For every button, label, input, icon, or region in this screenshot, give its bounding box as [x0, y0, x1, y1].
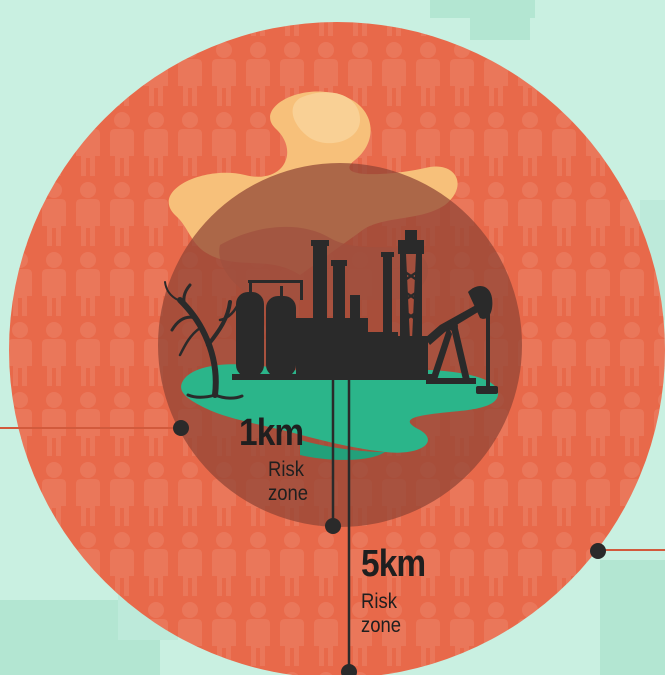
marker-dot: [325, 518, 341, 534]
dead-tree-icon: [164, 281, 244, 400]
marker-dot: [173, 420, 189, 436]
marker-dot: [341, 664, 357, 675]
oil-pump-icon: [425, 286, 498, 394]
one-km-caption: Risk zone: [268, 458, 328, 506]
marker-dot: [590, 543, 606, 559]
five-km-caption: Risk zone: [361, 590, 421, 638]
one-km-value: 1km: [239, 412, 304, 454]
five-km-caption-line2: zone: [361, 614, 402, 637]
five-km-value: 5km: [361, 543, 426, 585]
one-km-label: 1km: [239, 414, 329, 452]
one-km-caption-line2: zone: [268, 482, 309, 505]
oil-spill-icon: [181, 364, 499, 460]
one-km-caption-line1: Risk: [268, 458, 304, 481]
five-km-caption-line1: Risk: [361, 590, 397, 613]
leader-lines: [0, 372, 665, 675]
five-km-label: 5km: [361, 545, 461, 583]
